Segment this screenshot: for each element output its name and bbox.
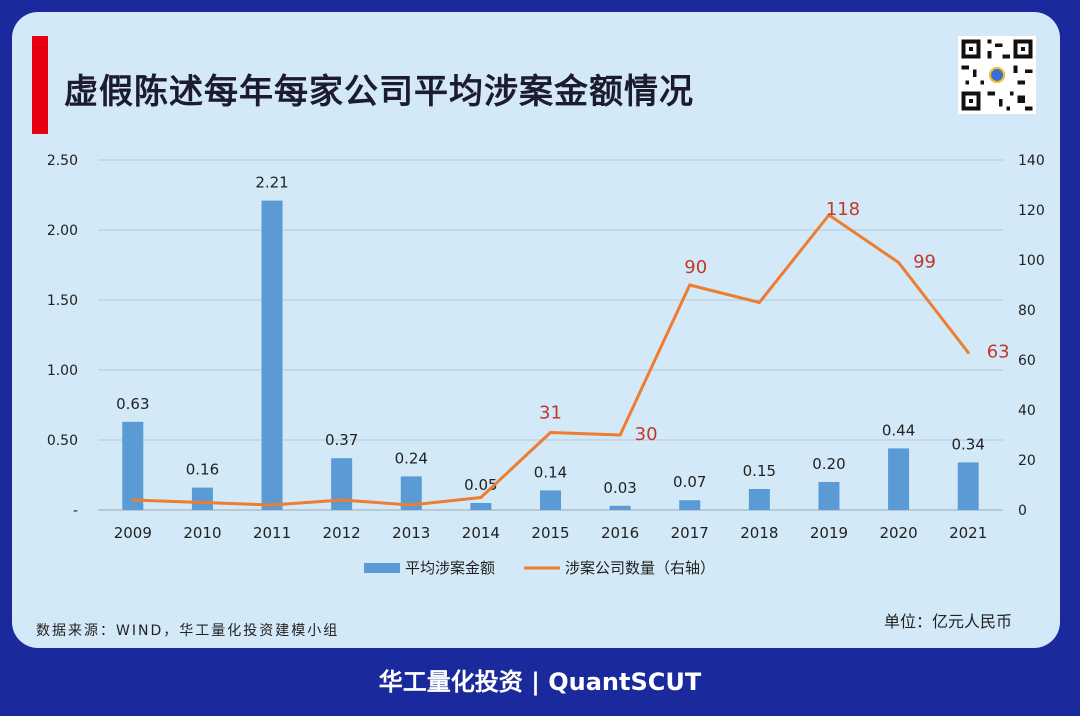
- x-tick-label: 2016: [601, 524, 639, 542]
- line-point: [409, 503, 413, 507]
- bar-value-label: 0.14: [534, 463, 567, 481]
- bar-value-label: 0.63: [116, 395, 149, 413]
- footer-brand: 华工量化投资 | QuantSCUT: [378, 668, 702, 696]
- y-right-tick-label: 60: [1018, 353, 1036, 369]
- y-left-tick-label: 1.50: [47, 293, 78, 309]
- x-tick-label: 2011: [253, 524, 291, 542]
- bar-value-label: 0.15: [743, 462, 776, 480]
- bar: [540, 490, 561, 510]
- chart-card: 虚假陈述每年每家公司平均涉案金额情况 数据来源：WIND，华工量化投资建模小组 …: [12, 12, 1060, 648]
- title-accent-bar: [32, 36, 48, 134]
- line-value-label: 118: [826, 199, 860, 220]
- y-right-tick-label: 120: [1018, 203, 1045, 219]
- qr-code-icon: [958, 36, 1036, 114]
- x-tick-label: 2019: [810, 524, 848, 542]
- bar-value-label: 0.16: [186, 461, 219, 479]
- y-left-tick-label: 2.50: [47, 153, 78, 169]
- bar: [331, 458, 353, 510]
- legend-swatch-bar: [364, 563, 400, 573]
- line-point: [479, 496, 483, 499]
- bar-value-label: 0.37: [325, 431, 358, 449]
- data-source-note: 数据来源：WIND，华工量化投资建模小组: [36, 623, 340, 639]
- line-point: [897, 261, 901, 264]
- x-tick-label: 2010: [183, 524, 221, 542]
- chart-title: 虚假陈述每年每家公司平均涉案金额情况: [64, 72, 694, 112]
- line-point: [549, 431, 552, 434]
- x-tick-label: 2014: [462, 524, 500, 542]
- bar: [400, 476, 422, 510]
- unit-note: 单位：亿元人民币: [884, 612, 1013, 631]
- line-point: [827, 213, 831, 217]
- bar-value-label: 2.21: [255, 174, 288, 192]
- x-tick-label: 2009: [114, 524, 152, 542]
- y-right-tick-label: 0: [1018, 503, 1027, 519]
- line-value-label: 99: [913, 252, 936, 273]
- x-tick-label: 2021: [949, 524, 987, 542]
- bar: [957, 462, 979, 510]
- bar-value-label: 0.07: [673, 473, 706, 491]
- bar: [748, 489, 770, 510]
- legend-label-line: 涉案公司数量（右轴）: [565, 559, 715, 577]
- bar: [609, 505, 631, 510]
- y-right-tick-label: 80: [1018, 303, 1036, 319]
- bar: [888, 448, 910, 510]
- line-point: [131, 498, 135, 502]
- y-right-tick-label: 20: [1018, 453, 1036, 469]
- bar-value-label: 0.20: [812, 455, 845, 473]
- line-value-label: 30: [635, 424, 658, 445]
- line-value-label: 90: [684, 257, 707, 278]
- x-tick-label: 2018: [740, 524, 778, 542]
- line-point: [966, 351, 970, 354]
- bar-value-label: 0.34: [951, 435, 984, 453]
- y-left-tick-label: -: [73, 503, 78, 519]
- x-tick-label: 2012: [323, 524, 361, 542]
- line-point: [270, 503, 274, 507]
- y-left-tick-label: 0.50: [47, 433, 78, 449]
- bar: [122, 421, 144, 510]
- y-left-tick-label: 2.00: [47, 223, 78, 239]
- bar: [261, 200, 283, 510]
- legend-label-bar: 平均涉案金额: [405, 559, 495, 577]
- line-value-label: 31: [539, 403, 562, 424]
- line-point: [688, 283, 692, 287]
- y-right-tick-label: 40: [1018, 403, 1036, 419]
- bar: [191, 487, 213, 510]
- x-tick-label: 2017: [671, 524, 709, 542]
- y-left-tick-label: 1.00: [47, 363, 78, 379]
- x-tick-label: 2020: [879, 524, 917, 542]
- y-right-tick-label: 140: [1018, 153, 1045, 169]
- bar: [679, 500, 701, 510]
- y-right-tick-label: 100: [1018, 253, 1045, 269]
- line-point: [757, 301, 761, 304]
- bar-value-label: 0.24: [395, 449, 428, 467]
- line-point: [200, 501, 204, 504]
- line-value-label: 63: [987, 342, 1010, 363]
- line-point: [618, 433, 622, 437]
- line-point: [340, 498, 344, 502]
- bar-value-label: 0.44: [882, 421, 915, 439]
- x-tick-label: 2015: [531, 524, 569, 542]
- x-tick-label: 2013: [392, 524, 430, 542]
- bar-value-label: 0.03: [603, 479, 636, 497]
- bar: [470, 503, 492, 510]
- bar: [818, 482, 840, 510]
